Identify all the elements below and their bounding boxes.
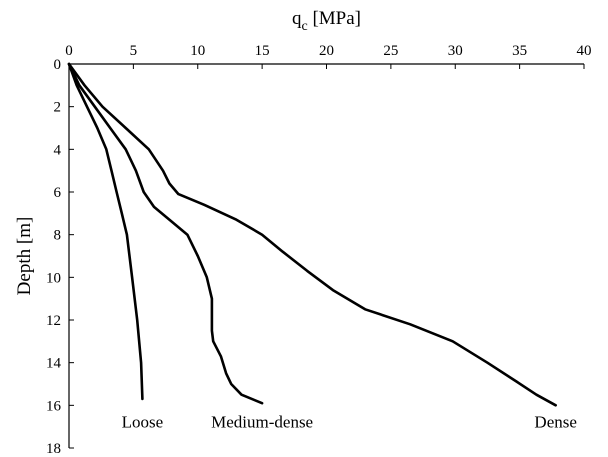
x-tick-label: 25 [383, 43, 398, 59]
series-labels: Loose Medium-dense Dense [122, 412, 577, 431]
y-tick-label: 18 [46, 441, 61, 457]
y-ticks: 0 2 4 6 8 10 12 14 16 18 [46, 57, 74, 457]
x-axis-title-unit: [MPa] [308, 8, 361, 29]
x-tick-label: 35 [512, 43, 527, 59]
y-tick-label: 0 [54, 57, 62, 73]
x-tick-label: 0 [65, 43, 73, 59]
series-label-loose: Loose [122, 412, 164, 431]
y-tick-label: 4 [54, 142, 62, 158]
series-line-dense [67, 62, 558, 407]
y-tick-label: 12 [46, 313, 61, 329]
y-axis-title: Depth [m] [14, 217, 35, 296]
x-tick-label: 30 [448, 43, 463, 59]
series-group [67, 62, 558, 407]
x-tick-label: 40 [577, 43, 592, 59]
series-line-loose [67, 62, 144, 401]
y-tick-label: 10 [46, 270, 61, 286]
y-tick-label: 6 [54, 185, 62, 201]
x-ticks: 0 5 10 15 20 25 30 35 40 [65, 43, 592, 69]
x-tick-label: 20 [319, 43, 334, 59]
x-axis-title: qc [MPa] [292, 8, 361, 34]
x-axis-title-sub: c [301, 19, 307, 34]
x-tick-label: 10 [190, 43, 205, 59]
y-tick-label: 16 [46, 398, 62, 414]
x-axis-title-main: q [292, 8, 302, 29]
y-tick-label: 8 [54, 228, 62, 244]
series-label-dense: Dense [534, 412, 576, 431]
y-tick-label: 14 [46, 356, 62, 372]
x-tick-label: 5 [130, 43, 138, 59]
series-line-medium-dense [67, 62, 264, 405]
x-tick-label: 15 [255, 43, 270, 59]
series-label-medium-dense: Medium-dense [211, 412, 313, 431]
y-tick-label: 2 [54, 100, 62, 116]
